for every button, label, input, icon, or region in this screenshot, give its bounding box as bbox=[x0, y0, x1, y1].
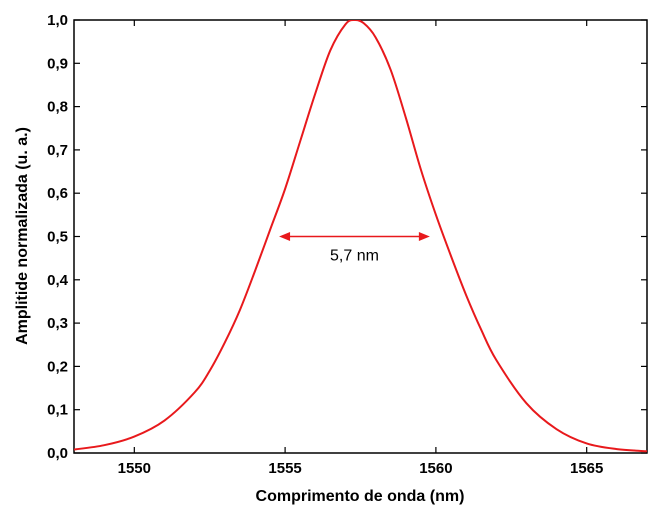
x-axis-title: Comprimento de onda (nm) bbox=[256, 488, 465, 505]
y-tick-label: 0,6 bbox=[47, 185, 68, 202]
y-tick-label: 0,7 bbox=[47, 142, 68, 159]
y-tick-label: 1,0 bbox=[47, 12, 68, 29]
annotation-layer: 5,7 nm bbox=[279, 232, 430, 265]
x-tick-label: 1550 bbox=[118, 460, 151, 477]
series-layer bbox=[74, 20, 647, 453]
y-tick-label: 0,8 bbox=[47, 99, 68, 116]
x-tick-label: 1560 bbox=[419, 460, 452, 477]
y-tick-label: 0,4 bbox=[47, 272, 69, 289]
y-tick-label: 0,0 bbox=[47, 445, 68, 462]
y-tick-label: 0,1 bbox=[47, 402, 68, 419]
y-tick-label: 0,2 bbox=[47, 358, 68, 375]
y-tick-label: 0,9 bbox=[47, 55, 68, 72]
y-axis-title: Amplitide normalizada (u. a.) bbox=[14, 127, 31, 345]
y-axis: 0,0 0,1 0,2 0,3 0,4 0,5 0,6 0,7 0,8 0,9 1,0 bbox=[47, 12, 647, 462]
fwhm-annotation-label: 5,7 nm bbox=[330, 248, 379, 265]
fwhm-arrowhead-left bbox=[279, 232, 291, 241]
y-tick-label: 0,5 bbox=[47, 229, 68, 246]
x-tick-label: 1565 bbox=[570, 460, 603, 477]
y-tick-label: 0,3 bbox=[47, 315, 68, 332]
fwhm-arrowhead-right bbox=[418, 232, 430, 241]
x-tick-label: 1555 bbox=[268, 460, 301, 477]
series-line bbox=[74, 20, 647, 453]
x-axis: 1550 1555 1560 1565 bbox=[118, 20, 603, 477]
